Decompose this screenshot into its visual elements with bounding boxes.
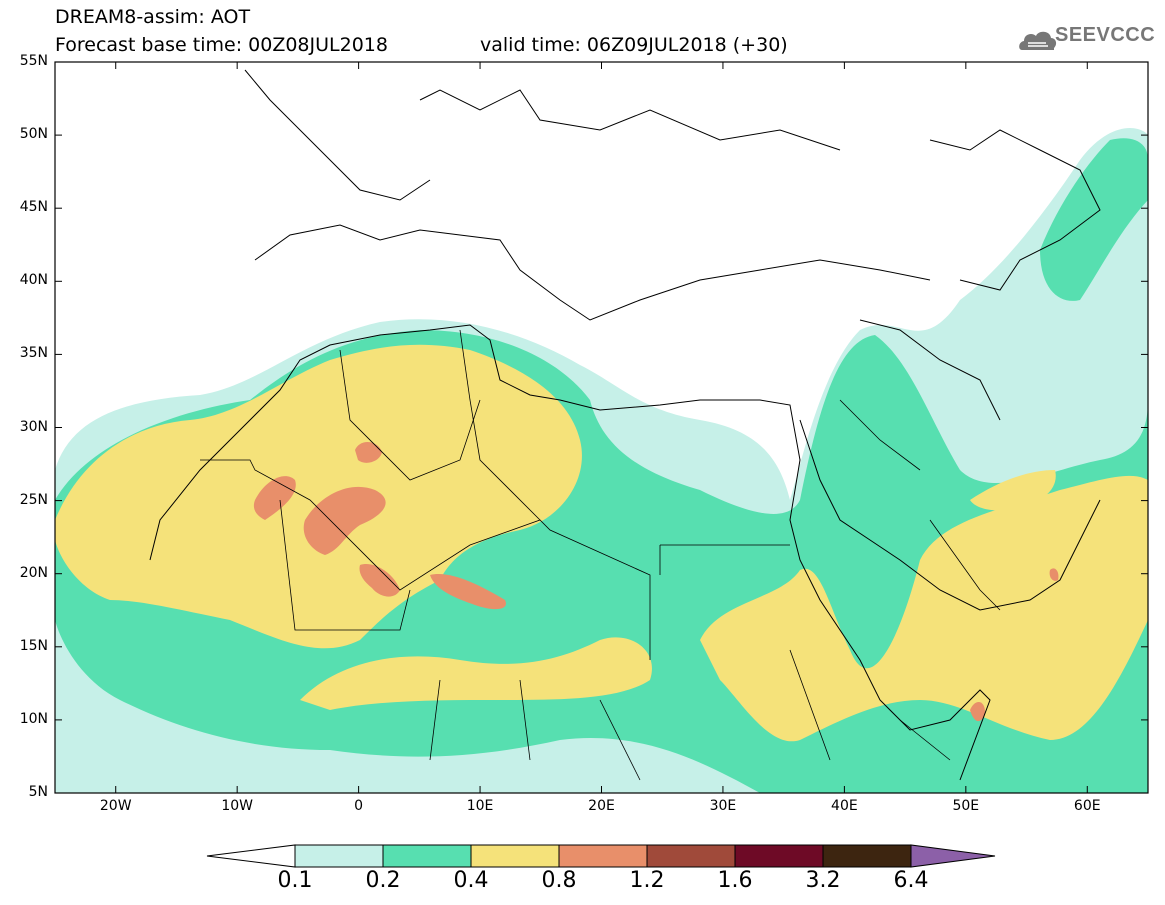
- aot-band-0.8-d: [359, 564, 400, 597]
- map-title: DREAM8-assim: AOT: [55, 6, 251, 28]
- lon-label: 20E: [588, 798, 615, 814]
- lat-label: 25N: [19, 491, 48, 508]
- colorbar-swatch: [470, 844, 560, 868]
- colorbar-label: 1.6: [717, 868, 753, 893]
- aot-band-0.4: [55, 344, 582, 649]
- lat-label: 40N: [19, 272, 48, 289]
- lon-label: 60E: [1073, 798, 1101, 814]
- colorbar-swatch: [822, 844, 912, 868]
- aot-band-caspian: [1040, 138, 1148, 301]
- colorbar-label: 0.2: [365, 868, 401, 893]
- lon-label: 50E: [952, 798, 980, 814]
- lon-label: 0: [354, 798, 364, 814]
- colorbar-underflow: [206, 844, 296, 868]
- valid-time: valid time: 06Z09JUL2018 (+30): [480, 34, 788, 56]
- lon-label: 40E: [831, 798, 858, 814]
- borders: [200, 329, 1001, 781]
- aot-band-0.4-arabia: [700, 475, 1148, 742]
- colorbar-overflow: [910, 844, 996, 868]
- lat-label: 35N: [19, 345, 48, 362]
- lon-label: 30E: [709, 798, 737, 814]
- cloud-icon: [1019, 31, 1057, 50]
- lat-label: 55N: [19, 53, 48, 69]
- aot-band-0.8-e: [430, 574, 506, 610]
- colorbar-label: 0.1: [277, 868, 313, 893]
- colorbar-swatch: [558, 844, 648, 868]
- colorbar-swatch: [382, 844, 472, 868]
- aot-band-0.8-b: [303, 486, 386, 555]
- aot-band-0.8-a: [253, 476, 296, 520]
- axis-ticks: [55, 61, 1148, 794]
- colorbar-swatch: [646, 844, 736, 868]
- colorbar-label: 0.8: [541, 868, 577, 893]
- lat-label: 10N: [19, 710, 48, 727]
- colorbar-label: 6.4: [893, 868, 929, 893]
- forecast-base-time: Forecast base time: 00Z08JUL2018: [55, 34, 388, 56]
- lat-label: 50N: [19, 126, 48, 143]
- aot-band-0.8-c: [355, 441, 382, 463]
- lon-label: 20W: [99, 798, 132, 814]
- lon-label: 10E: [466, 798, 494, 814]
- lat-label: 15N: [19, 637, 48, 654]
- lat-label: 5N: [28, 784, 48, 800]
- colorbar-swatch: [734, 844, 824, 868]
- coastlines: [149, 69, 1101, 781]
- lon-label: 10W: [221, 798, 253, 814]
- logo-text: SEEVCCC: [1055, 24, 1156, 46]
- aot-band-0.4-gulf: [970, 470, 1056, 511]
- colorbar-label: 0.4: [453, 868, 489, 893]
- lat-label: 20N: [19, 564, 48, 581]
- aot-band-0.8-f: [1049, 568, 1059, 581]
- aot-band-0.4-sahel: [300, 637, 652, 710]
- colorbar: [206, 844, 996, 868]
- lat-label: 45N: [19, 199, 48, 216]
- colorbar-label: 3.2: [805, 868, 841, 893]
- lat-label: 30N: [19, 418, 48, 435]
- colorbar-label: 1.2: [629, 868, 665, 893]
- colorbar-swatch: [294, 844, 384, 868]
- aot-band-0.8-g: [970, 701, 985, 722]
